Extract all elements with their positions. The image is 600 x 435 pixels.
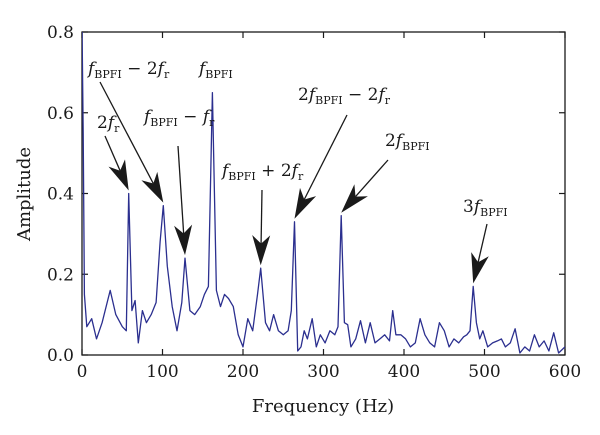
annotation-arrow-head — [294, 187, 317, 219]
annotation-2fr: 2fr — [97, 113, 120, 135]
y-tick-label: 0.0 — [47, 346, 74, 366]
y-axis-ticks: 0.0 0.2 0.4 0.6 0.8 — [47, 23, 565, 366]
x-axis-title: Frequency (Hz) — [252, 396, 394, 417]
x-tick-label: 100 — [146, 362, 178, 382]
x-tick-label: 0 — [77, 362, 88, 382]
annotation-arrow-head — [341, 184, 368, 213]
x-axis-ticks: 0 100 200 300 400 500 600 — [77, 32, 581, 382]
annotation-3bpfi: 3fBPFI — [463, 197, 508, 219]
annotation-arrow-shaft — [104, 135, 121, 171]
annotation-bpfi-minus-2fr: fBPFI − 2fr — [86, 59, 170, 81]
annotation-2bpfi-minus-2fr: 2fBPFI − 2fr — [298, 85, 391, 107]
amplitude-series-line — [82, 32, 565, 354]
y-tick-label: 0.4 — [47, 185, 74, 205]
x-tick-label: 500 — [468, 362, 500, 382]
y-tick-label: 0.2 — [47, 265, 74, 285]
x-tick-label: 400 — [388, 362, 420, 382]
y-axis-title: Amplitude — [14, 147, 35, 242]
y-tick-label: 0.6 — [47, 104, 74, 124]
annotation-arrow-head — [252, 235, 271, 266]
x-tick-label: 600 — [549, 362, 581, 382]
annotation-bpfi: fBPFI — [197, 59, 233, 81]
annotation-bpfi-plus-2fr: fBPFI + 2fr — [220, 161, 304, 183]
y-tick-label: 0.8 — [47, 23, 74, 43]
annotation-arrows — [99, 81, 489, 284]
annotation-arrow-head — [174, 224, 193, 256]
annotation-arrow-shaft — [477, 223, 488, 263]
annotation-arrow-shaft — [260, 189, 263, 244]
x-tick-label: 300 — [307, 362, 339, 382]
annotation-arrow-shaft — [303, 114, 348, 200]
x-tick-label: 200 — [227, 362, 259, 382]
annotation-arrow-shaft — [99, 81, 154, 184]
annotation-bpfi-minus-fr: fBPFI − fr — [142, 107, 215, 129]
annotation-arrow-head — [141, 171, 164, 203]
annotation-arrow-shaft — [355, 159, 389, 197]
annotation-arrow-head — [108, 159, 129, 191]
annotation-arrow-head — [471, 252, 489, 284]
annotation-arrow-shaft — [177, 145, 185, 234]
annotation-2bpfi: 2fBPFI — [385, 131, 430, 153]
